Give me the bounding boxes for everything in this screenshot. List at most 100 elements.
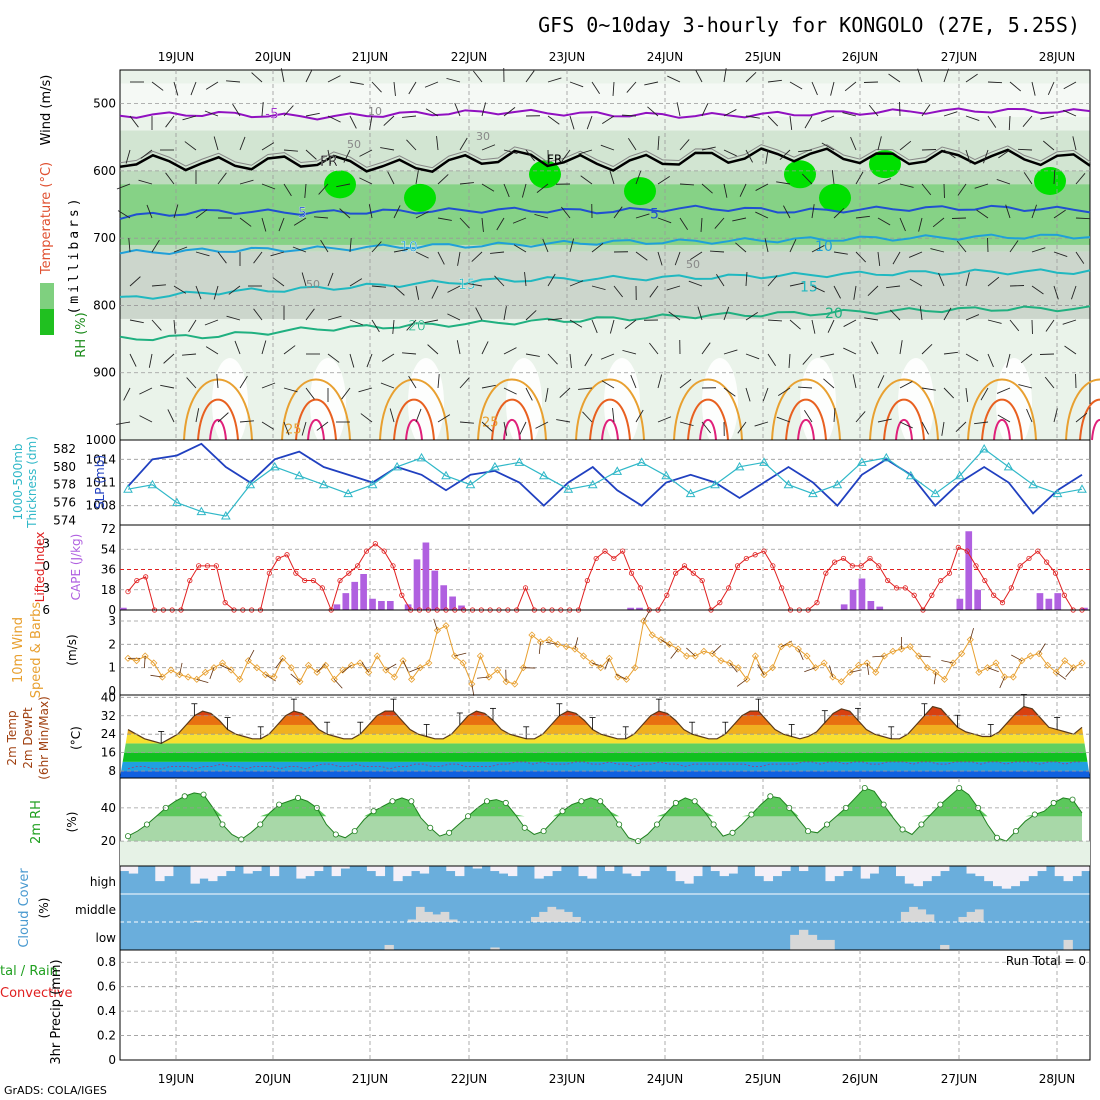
wind-speed-point — [442, 622, 450, 630]
wind-speed-point — [210, 664, 218, 672]
wind-barb — [591, 243, 604, 253]
wind-barb — [941, 421, 945, 436]
wind-barb-10m — [290, 673, 301, 682]
wind-barb — [737, 421, 747, 434]
lifted-index-point — [690, 570, 696, 576]
wind-barb — [1017, 148, 1033, 151]
wind-barb — [591, 319, 598, 334]
wind-speed-point — [665, 640, 674, 648]
rh-point — [1050, 799, 1057, 806]
wind-barb — [762, 387, 769, 402]
wind-barb — [519, 421, 527, 435]
wind-barb — [402, 115, 417, 118]
wind-barb — [888, 73, 901, 83]
lifted-index-point — [664, 592, 670, 598]
rh-dry-patch — [310, 358, 346, 448]
wind-barb — [918, 217, 923, 232]
thickness-point — [587, 479, 598, 489]
wind-barb — [213, 285, 219, 300]
top-date-label: 23JUN — [549, 50, 586, 64]
wind-speed-point — [579, 652, 588, 660]
lifted-index-point — [204, 563, 211, 569]
wind-barb — [635, 170, 642, 185]
cloud-high-bar — [975, 866, 985, 877]
rh-point — [956, 784, 963, 791]
wind-barb — [1053, 285, 1059, 300]
cloud-low-bar — [384, 944, 394, 950]
wind-barb — [853, 285, 857, 300]
wind-barb — [393, 248, 408, 253]
rh-max-region — [529, 160, 561, 189]
temp-band — [120, 761, 1090, 772]
lifted-index-axis-label: Lifted Index — [33, 532, 47, 603]
wind-barb — [667, 75, 681, 83]
rh-max-region — [624, 177, 656, 206]
lifted-index-point — [584, 577, 590, 584]
wind-barb — [327, 315, 342, 321]
precip-tick: 0.4 — [97, 1004, 116, 1018]
wind-barb — [1031, 81, 1036, 96]
temp-contour-label: 20 — [408, 319, 426, 335]
wind-barb — [283, 421, 290, 436]
wind-barb — [803, 410, 813, 423]
wind-barb — [481, 183, 495, 192]
thickness-point — [465, 479, 476, 489]
wind-barb-10m — [275, 658, 284, 669]
wind-barb — [305, 308, 315, 321]
wind-barb — [561, 206, 571, 219]
wind-barb — [767, 353, 777, 366]
wind-speed-point — [1009, 673, 1017, 681]
wind-speed-point — [597, 664, 605, 672]
thickness-point — [196, 506, 207, 516]
wind-barb — [320, 239, 329, 253]
wind-barb — [921, 421, 929, 435]
cape-bar — [840, 604, 848, 610]
wind-barb-10m — [196, 678, 209, 684]
lifted-index-point — [893, 585, 900, 591]
wind-speed-point — [1052, 668, 1060, 676]
cloud-high-bar — [543, 866, 553, 877]
cloud-high-bar — [446, 866, 456, 872]
rh-dry-patch — [702, 358, 738, 448]
wind-barb — [123, 387, 131, 401]
wind-barb — [283, 387, 298, 393]
wind-barb — [459, 217, 470, 229]
wind-barb-10m — [247, 649, 255, 661]
wind-barb — [877, 375, 885, 389]
wind-barb — [503, 107, 516, 117]
wind-speed-point — [949, 659, 957, 667]
wind-barb — [283, 345, 296, 355]
wind-barb — [613, 285, 623, 298]
cape-bar — [431, 570, 439, 610]
lifted-index-point — [885, 577, 891, 584]
wind-speed-point — [674, 645, 682, 653]
wind-barb — [447, 285, 461, 293]
temp-contour-35 — [993, 419, 1011, 441]
rh-contour-label: 10 — [368, 105, 382, 118]
wind-barb — [1047, 81, 1055, 95]
wind-speed-point — [889, 647, 897, 655]
rh2m-axis-label: 2m RH — [29, 800, 44, 844]
thickness-line — [127, 448, 1083, 517]
wind-barb — [843, 347, 857, 355]
wind-barb — [459, 137, 468, 151]
cloud-high-bar — [799, 866, 809, 872]
rh-dry-patch — [898, 358, 934, 448]
wind-barb — [965, 387, 969, 402]
wind-barb — [261, 217, 267, 232]
wind-barb — [983, 149, 989, 164]
wind-speed-point — [571, 645, 579, 653]
wind-barb — [387, 171, 395, 185]
lifted-index-point — [310, 577, 317, 584]
wind-barb — [701, 146, 716, 151]
cloud-middle-bar — [539, 911, 548, 922]
lifted-index-point — [187, 577, 193, 584]
wind-barb — [151, 319, 162, 331]
cloud-high-bar — [340, 866, 350, 869]
temp-contour-30 — [1079, 398, 1100, 441]
rh-dry-patch — [212, 358, 248, 448]
wind-barb — [871, 341, 879, 355]
wind-speed-point — [992, 659, 1000, 667]
cape-bar — [965, 531, 973, 610]
wind-barb — [173, 285, 187, 294]
